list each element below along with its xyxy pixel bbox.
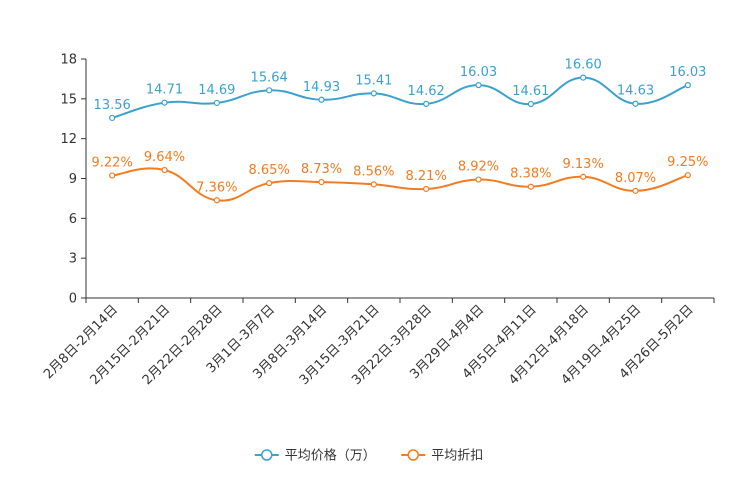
data-point [109, 172, 116, 179]
data-label: 8.21% [406, 169, 447, 184]
data-point [684, 172, 691, 179]
data-label: 8.07% [615, 171, 656, 186]
data-point [684, 82, 691, 89]
data-label: 15.41 [355, 73, 392, 88]
data-point [370, 90, 377, 97]
data-label: 14.69 [198, 83, 235, 98]
legend-label: 平均折扣 [431, 449, 483, 464]
data-point [318, 96, 325, 103]
data-point [423, 100, 430, 107]
data-point [266, 180, 273, 187]
data-label: 9.25% [667, 155, 708, 170]
data-label: 13.56 [94, 98, 131, 113]
data-label: 9.64% [144, 150, 185, 165]
data-point [475, 82, 482, 89]
data-label: 16.03 [460, 65, 497, 80]
data-label: 14.62 [408, 84, 445, 99]
data-point [161, 166, 168, 174]
y-tick-label: 9 [69, 172, 77, 187]
y-tick-label: 0 [69, 292, 77, 307]
y-tick-label: 3 [69, 252, 77, 267]
data-label: 14.93 [303, 80, 340, 95]
series-avg-price: 13.56 14.71 14.69 15.64 14.93 15.41 14.62 16.03… [94, 58, 706, 122]
data-label: 8.56% [353, 164, 394, 179]
data-point [423, 185, 430, 193]
data-label: 8.73% [301, 162, 342, 177]
data-point [370, 181, 377, 188]
data-label: 14.61 [512, 84, 549, 99]
data-label: 16.03 [669, 65, 706, 80]
data-point [266, 87, 273, 94]
y-tick-label: 15 [60, 92, 77, 107]
data-point [213, 197, 220, 204]
data-label: 15.64 [251, 70, 288, 85]
data-point [632, 100, 639, 107]
data-label: 14.71 [146, 83, 183, 98]
data-label: 8.92% [458, 160, 499, 175]
data-label: 14.63 [617, 84, 654, 99]
data-label: 9.22% [92, 156, 133, 171]
data-point [632, 187, 639, 194]
data-point [213, 99, 220, 107]
data-point [161, 99, 168, 106]
y-tick-label: 6 [69, 212, 77, 227]
data-point [527, 183, 534, 190]
chart-axes: 03691215182月8日-2月14日2月15日-2月21日2月22日-2月2… [41, 53, 715, 388]
chart-series: 13.56 14.71 14.69 15.64 14.93 15.41 14.62 16.03… [92, 58, 708, 204]
legend-marker-icon [407, 449, 419, 461]
data-label: 8.65% [249, 163, 290, 178]
data-label: 16.60 [565, 58, 602, 73]
chart-legend[interactable]: 平均价格（万） 平均折扣 [254, 448, 484, 464]
y-tick-label: 12 [60, 132, 77, 147]
legend-marker-icon [261, 449, 273, 461]
data-point [527, 100, 534, 108]
data-point [109, 114, 116, 122]
data-point [580, 74, 587, 81]
series-avg-discount: 9.22% 9.64% 7.36% 8.65% 8.73% 8.56% 8.21% 8.92%… [92, 150, 708, 204]
data-point [318, 178, 325, 186]
legend-item-avg-discount[interactable]: 平均折扣 [401, 449, 483, 464]
series-line [112, 167, 689, 202]
data-label: 9.13% [563, 157, 604, 172]
legend-label: 平均价格（万） [285, 448, 376, 464]
data-point [475, 176, 482, 183]
data-label: 8.38% [510, 167, 551, 182]
data-label: 7.36% [196, 180, 237, 195]
data-point [580, 173, 587, 180]
legend-item-avg-price[interactable]: 平均价格（万） [254, 448, 376, 464]
y-tick-label: 18 [60, 53, 77, 68]
